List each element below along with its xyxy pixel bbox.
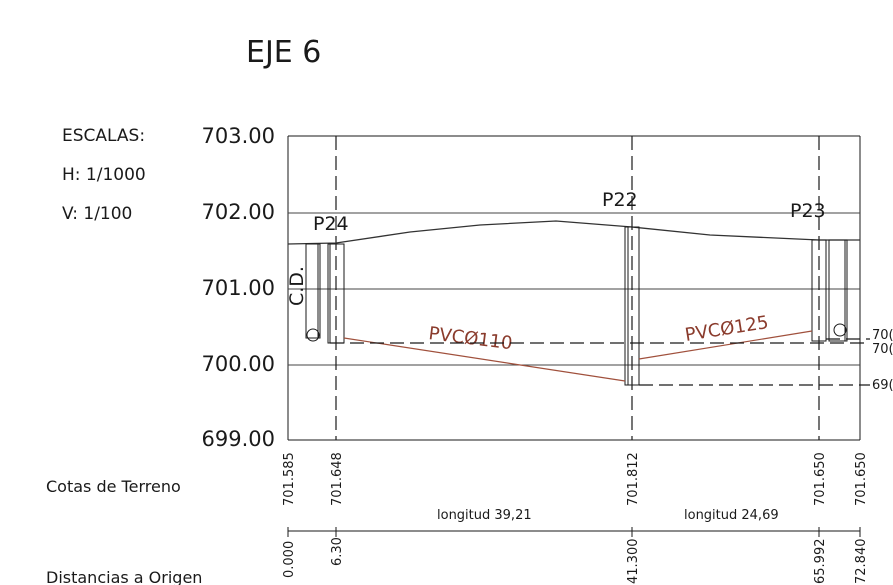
pipe-label: PVCØ125 (683, 312, 770, 346)
y-tick-label: 702.00 (202, 200, 275, 224)
distance-value: 72.840 (854, 539, 869, 585)
side-label-cd: C.D. (286, 266, 308, 306)
distance-value: 6.30 (330, 537, 345, 566)
row-label-distance: Distancias a Origen (46, 568, 202, 585)
right-cut-label: 70( (872, 342, 893, 357)
pipe-line-p22-p23 (638, 330, 813, 360)
y-tick-label: 700.00 (202, 352, 275, 376)
well-label: P23 (790, 200, 826, 222)
plot-frame (287, 135, 861, 441)
station-lines (335, 136, 820, 440)
distance-value: 65.992 (813, 539, 828, 585)
right-cut-label: 69( (872, 378, 893, 393)
y-tick-label: 701.00 (202, 276, 275, 300)
scale-vertical: V: 1/100 (62, 204, 132, 224)
pipe-line-p24-p22 (343, 337, 626, 382)
distance-baseline (287, 527, 861, 537)
right-cut-label: 70( (872, 328, 893, 343)
scale-horizontal: H: 1/1000 (62, 165, 146, 185)
terrain-value: 701.650 (854, 452, 869, 506)
scales-heading: ESCALAS: (62, 126, 145, 146)
terrain-value: 701.585 (282, 452, 297, 506)
segment-length: longitud 39,21 (437, 508, 532, 523)
well-label: P24 (313, 213, 349, 235)
well-label: P22 (602, 189, 638, 211)
drawing-title: EJE 6 (246, 35, 321, 70)
terrain-value: 701.812 (626, 452, 641, 506)
well-p23 (811, 239, 848, 342)
well-p24-cleanout-marker (306, 328, 320, 342)
row-label-terrain: Cotas de Terreno (46, 477, 181, 496)
grid-lines (288, 212, 860, 366)
well-p22 (624, 226, 640, 386)
y-tick-label: 699.00 (202, 427, 275, 451)
pipe-label: PVCØ110 (427, 323, 513, 354)
terrain-value: 701.650 (813, 452, 828, 506)
segment-length: longitud 24,69 (684, 508, 779, 523)
distance-value: 0.000 (282, 541, 297, 578)
y-tick-label: 703.00 (202, 124, 275, 148)
terrain-line (287, 220, 860, 245)
terrain-value: 701.648 (330, 452, 345, 506)
invert-lines (330, 338, 870, 386)
distance-value: 41.300 (626, 539, 641, 585)
well-p24 (305, 243, 345, 344)
well-p23-cleanout-marker (833, 323, 847, 337)
